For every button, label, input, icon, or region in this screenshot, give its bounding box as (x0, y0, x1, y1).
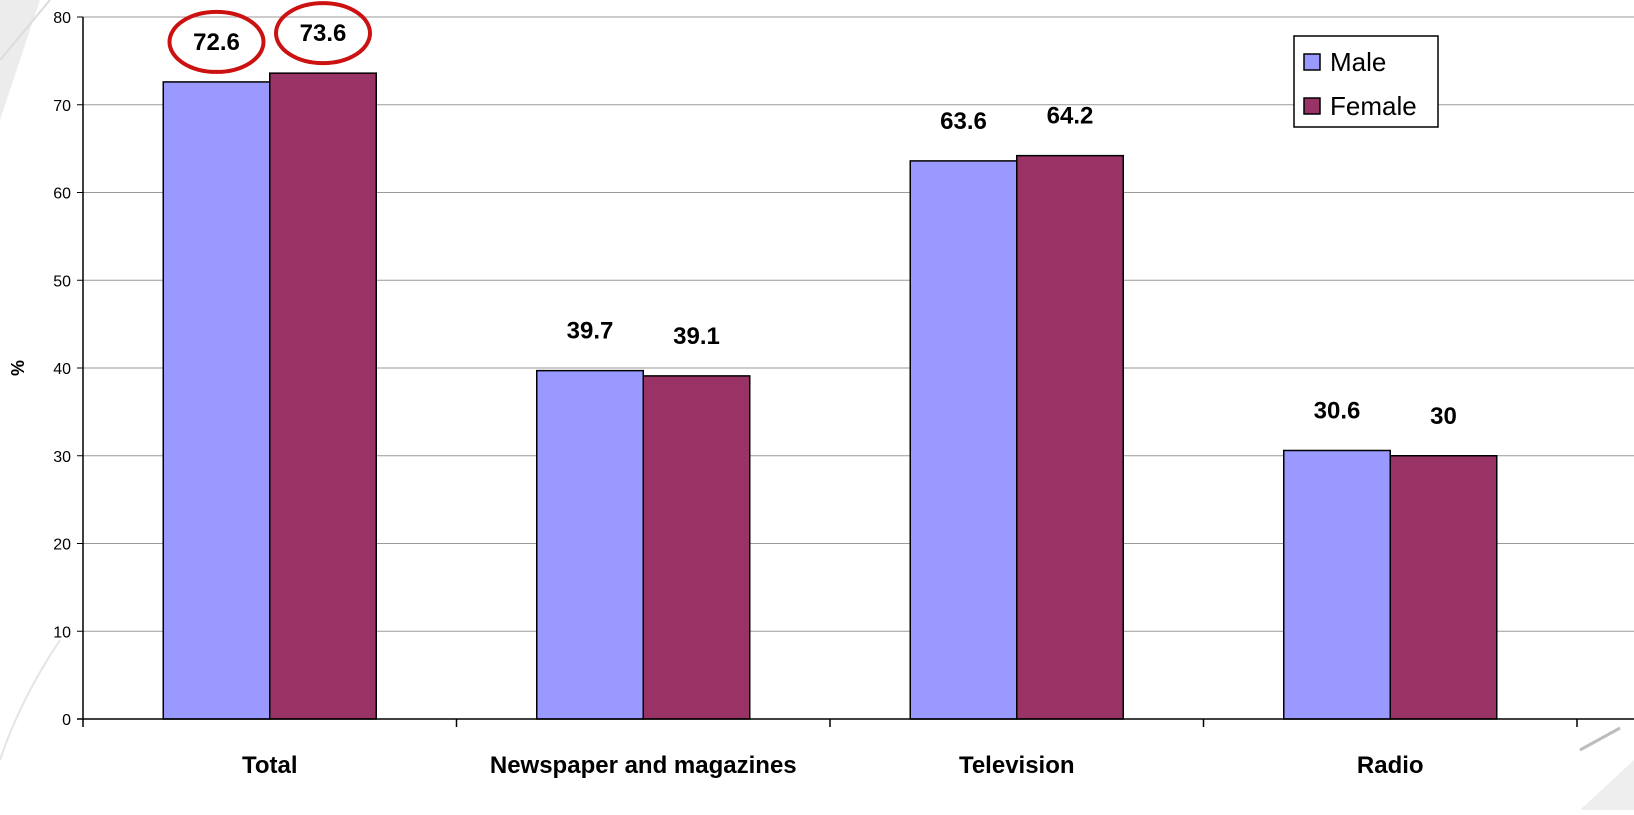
data-label: 64.2 (1047, 103, 1094, 130)
y-tick-label: 20 (53, 537, 71, 554)
legend-swatch-male (1303, 53, 1321, 71)
bar-male-1 (536, 369, 644, 720)
legend-swatch-female (1303, 97, 1321, 115)
bar-female-0 (269, 72, 377, 720)
bar-female-3 (1389, 455, 1498, 720)
data-label: 73.6 (300, 20, 347, 47)
y-tick-label: 80 (53, 10, 71, 27)
y-axis-label: % (8, 360, 28, 376)
background-decoration (0, 0, 51, 61)
data-label: 39.7 (567, 318, 614, 345)
y-tick-label: 0 (62, 712, 71, 729)
data-label: 30.6 (1314, 397, 1361, 424)
data-label: 72.6 (193, 29, 240, 56)
y-tick-label: 60 (53, 186, 71, 203)
bar-male-3 (1283, 449, 1391, 720)
y-tick-label: 10 (53, 624, 71, 641)
bar-male-2 (909, 160, 1018, 720)
y-tick-label: 40 (53, 361, 71, 378)
x-category-label: Newspaper and magazines (490, 752, 797, 779)
x-category-label: Radio (1357, 752, 1424, 779)
bar-female-1 (642, 375, 751, 720)
y-tick-label: 30 (53, 449, 71, 466)
y-tick-label: 70 (53, 98, 71, 115)
data-label: 39.1 (673, 323, 720, 350)
background-decoration (0, 0, 40, 120)
background-decoration (1579, 726, 1621, 752)
legend-label-male: Male (1330, 47, 1386, 77)
legend-label-female: Female (1330, 91, 1417, 121)
data-label: 30 (1430, 403, 1457, 430)
y-tick-label: 50 (53, 273, 71, 290)
x-category-label: Television (959, 752, 1075, 779)
data-label: 63.6 (940, 108, 987, 135)
background-decoration (0, 639, 61, 761)
bar-female-2 (1016, 154, 1124, 720)
highlight-circle (167, 9, 266, 74)
x-category-label: Total (242, 752, 298, 779)
highlight-circle (274, 1, 372, 66)
bar-male-0 (162, 81, 271, 720)
background-decoration (1580, 760, 1634, 810)
